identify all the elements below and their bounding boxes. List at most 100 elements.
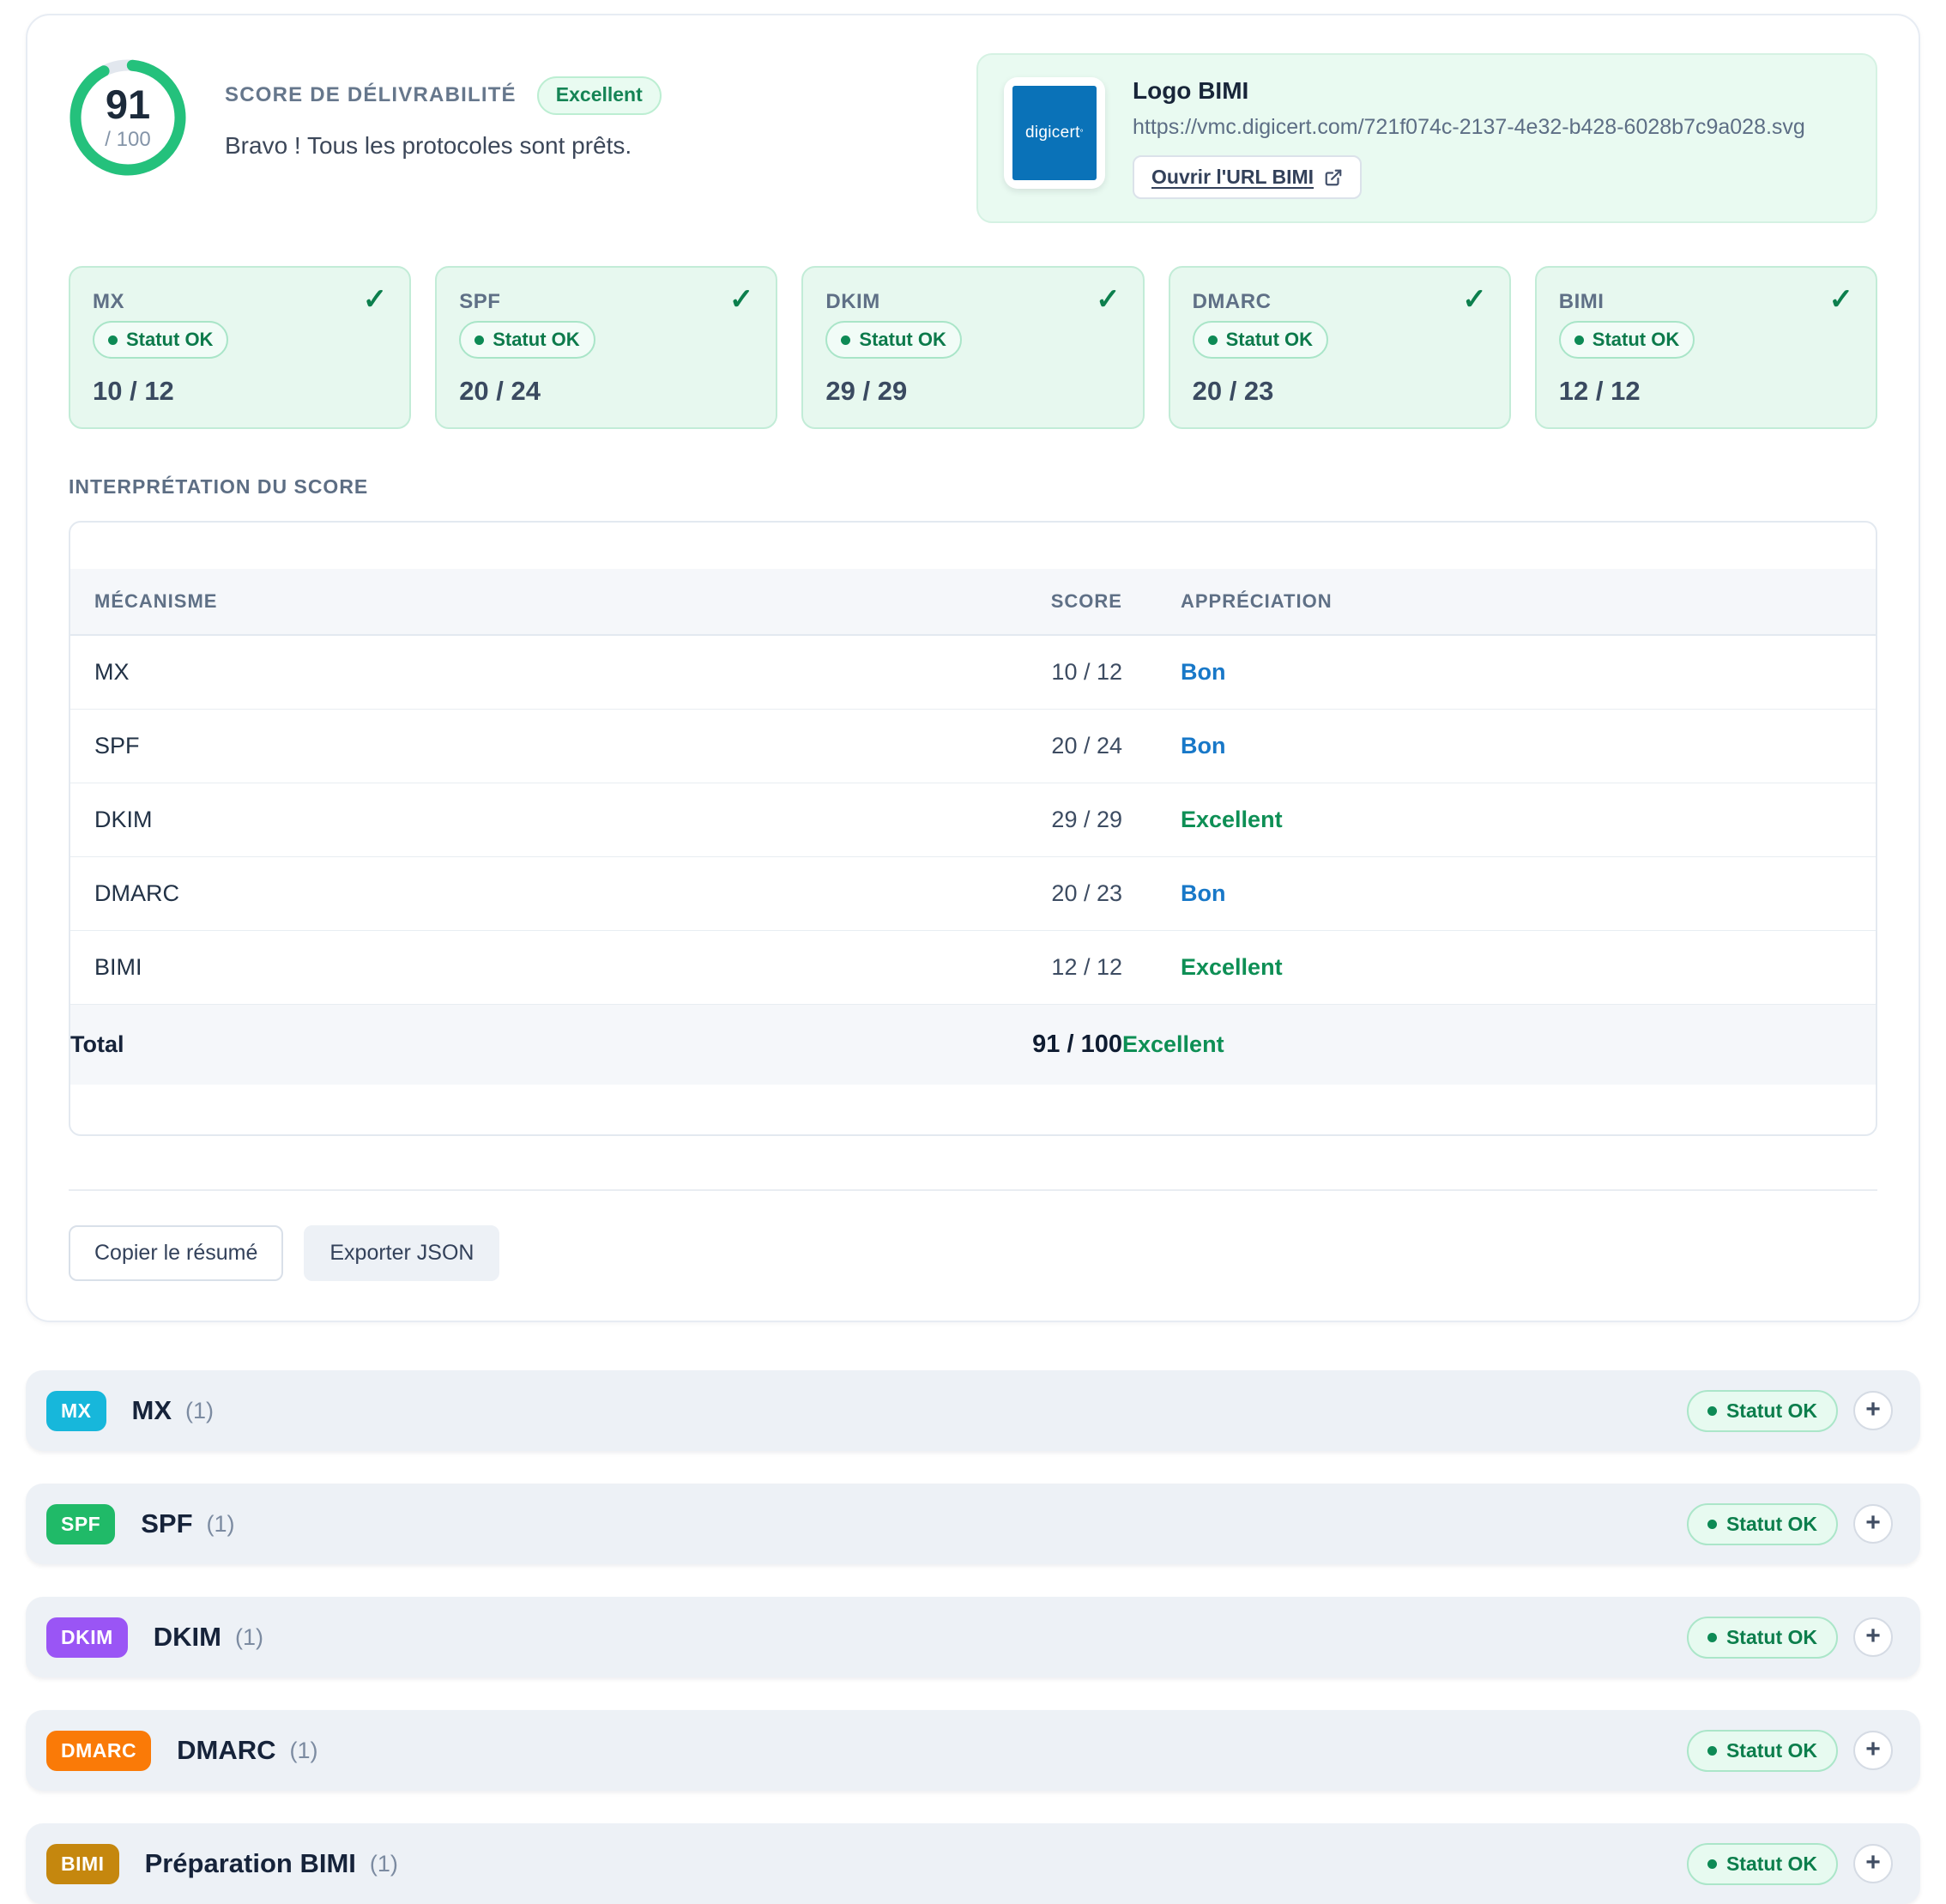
accordion-dkim[interactable]: DKIM DKIM (1) Statut OK + bbox=[26, 1597, 1920, 1677]
score-ring-chart bbox=[70, 59, 186, 176]
accordion-spf[interactable]: SPF SPF (1) Statut OK + bbox=[26, 1484, 1920, 1564]
plus-icon: + bbox=[1865, 1508, 1881, 1537]
status-card-mx: MX ✓ Statut OK 10 / 12 bbox=[69, 266, 412, 429]
accordion-count: (1) bbox=[206, 1510, 235, 1537]
open-bimi-url-button[interactable]: Ouvrir l'URL BIMI bbox=[1133, 155, 1363, 199]
status-ok-label: Statut OK bbox=[1592, 329, 1680, 350]
summary-top-row: 91 / 100 SCORE DE DÉLIVRABILITÉ Excellen… bbox=[69, 53, 1877, 223]
mechanism-cell: BIMI bbox=[70, 930, 865, 1005]
bimi-info: Logo BIMI https://vmc.digicert.com/721f0… bbox=[1133, 77, 1805, 199]
export-json-button[interactable]: Exporter JSON bbox=[304, 1225, 500, 1281]
expand-button[interactable]: + bbox=[1853, 1731, 1893, 1770]
table-row: DMARC 20 / 23 Bon bbox=[70, 856, 1876, 931]
expand-button[interactable]: + bbox=[1853, 1391, 1893, 1430]
status-ok-pill: Statut OK bbox=[1686, 1616, 1838, 1659]
status-ok-label: Statut OK bbox=[126, 329, 214, 350]
score-max: / 100 bbox=[105, 127, 151, 151]
check-icon: ✓ bbox=[362, 283, 388, 316]
bimi-logo-card: digicert ° Logo BIMI https://vmc.digicert… bbox=[976, 53, 1877, 223]
bimi-logo-frame: digicert ° bbox=[1004, 77, 1105, 189]
appreciation-cell: Bon bbox=[1122, 635, 1876, 710]
digicert-logo-text: digicert bbox=[1025, 124, 1080, 142]
status-ok-pill: Statut OK bbox=[1558, 321, 1695, 359]
open-bimi-url-label: Ouvrir l'URL BIMI bbox=[1151, 166, 1314, 188]
total-label: Total bbox=[70, 1004, 865, 1085]
external-link-icon bbox=[1325, 169, 1342, 185]
table-row: DKIM 29 / 29 Excellent bbox=[70, 783, 1876, 857]
accordion-count: (1) bbox=[369, 1850, 398, 1877]
status-card-title: MX bbox=[93, 290, 124, 313]
copy-summary-button[interactable]: Copier le résumé bbox=[69, 1225, 284, 1281]
score-cell: 10 / 12 bbox=[865, 635, 1122, 710]
interpretation-heading: INTERPRÉTATION DU SCORE bbox=[69, 475, 369, 498]
column-header-score: SCORE bbox=[865, 569, 1122, 636]
score-gauge: 91 / 100 bbox=[69, 58, 187, 177]
status-dot-icon bbox=[1707, 1632, 1717, 1642]
score-cell: 20 / 24 bbox=[865, 709, 1122, 783]
table-row: SPF 20 / 24 Bon bbox=[70, 709, 1876, 783]
status-card-score: 10 / 12 bbox=[93, 376, 174, 406]
status-card-bimi: BIMI ✓ Statut OK 12 / 12 bbox=[1534, 266, 1877, 429]
accordion-title: SPF bbox=[141, 1508, 193, 1538]
accordion-title: MX bbox=[131, 1395, 172, 1425]
appreciation-cell: Bon bbox=[1122, 709, 1876, 783]
column-header-appreciation: APPRÉCIATION bbox=[1122, 569, 1876, 636]
appreciation-cell: Excellent bbox=[1122, 930, 1876, 1005]
mechanism-cell: MX bbox=[70, 635, 865, 710]
status-card-title: SPF bbox=[459, 290, 501, 313]
status-card-score: 20 / 23 bbox=[1192, 376, 1274, 406]
status-ok-label: Statut OK bbox=[1725, 1625, 1817, 1648]
mechanism-cell: DKIM bbox=[70, 783, 865, 857]
accordion-count: (1) bbox=[235, 1623, 263, 1650]
status-card-title: DKIM bbox=[825, 290, 880, 313]
protocol-badge-bimi: BIMI bbox=[46, 1843, 119, 1884]
status-ok-label: Statut OK bbox=[1725, 1399, 1817, 1422]
protocol-badge-dmarc: DMARC bbox=[46, 1730, 152, 1771]
status-dot-icon bbox=[1574, 335, 1584, 345]
appreciation-cell: Bon bbox=[1122, 856, 1876, 931]
accordion-bimi[interactable]: BIMI Préparation BIMI (1) Statut OK + bbox=[26, 1823, 1920, 1904]
column-header-mechanism: MÉCANISME bbox=[70, 569, 865, 636]
bimi-card-title: Logo BIMI bbox=[1133, 77, 1249, 104]
protocol-badge-mx: MX bbox=[46, 1390, 106, 1431]
status-dot-icon bbox=[1207, 335, 1218, 345]
table-row: MX 10 / 12 Bon bbox=[70, 635, 1876, 710]
status-dot-icon bbox=[1707, 1745, 1717, 1756]
interpretation-table: MÉCANISME SCORE APPRÉCIATION MX 10 / 12 … bbox=[70, 569, 1876, 1085]
plus-icon: + bbox=[1865, 1621, 1881, 1650]
status-ok-label: Statut OK bbox=[1225, 329, 1314, 350]
check-icon: ✓ bbox=[1462, 283, 1487, 316]
status-card-title: DMARC bbox=[1192, 290, 1272, 313]
expand-button[interactable]: + bbox=[1853, 1844, 1893, 1883]
status-ok-label: Statut OK bbox=[1725, 1738, 1817, 1762]
expand-button[interactable]: + bbox=[1853, 1504, 1893, 1544]
status-dot-icon bbox=[841, 335, 851, 345]
status-ok-pill: Statut OK bbox=[1686, 1389, 1838, 1432]
status-dot-icon bbox=[1707, 1519, 1717, 1529]
score-title: SCORE DE DÉLIVRABILITÉ bbox=[225, 83, 517, 106]
score-text-block: SCORE DE DÉLIVRABILITÉ Excellent Bravo !… bbox=[225, 76, 662, 160]
accordion-title: DMARC bbox=[177, 1735, 276, 1765]
status-ok-pill: Statut OK bbox=[825, 321, 962, 359]
status-ok-pill: Statut OK bbox=[1686, 1729, 1838, 1772]
status-ok-label: Statut OK bbox=[859, 329, 946, 350]
plus-icon: + bbox=[1865, 1394, 1881, 1423]
status-ok-pill: Statut OK bbox=[1686, 1502, 1838, 1545]
accordion-dmarc[interactable]: DMARC DMARC (1) Statut OK + bbox=[26, 1710, 1920, 1791]
score-cell: 20 / 23 bbox=[865, 856, 1122, 931]
bimi-url: https://vmc.digicert.com/721f074c-2137-4… bbox=[1133, 115, 1805, 139]
accordion-mx[interactable]: MX MX (1) Statut OK + bbox=[26, 1370, 1920, 1451]
status-card-dmarc: DMARC ✓ Statut OK 20 / 23 bbox=[1168, 266, 1511, 429]
accordion-count: (1) bbox=[185, 1397, 214, 1423]
score-cell: 29 / 29 bbox=[865, 783, 1122, 857]
expand-button[interactable]: + bbox=[1853, 1617, 1893, 1657]
status-card-score: 20 / 24 bbox=[459, 376, 541, 406]
status-ok-pill: Statut OK bbox=[459, 321, 595, 359]
score-block: 91 / 100 SCORE DE DÉLIVRABILITÉ Excellen… bbox=[69, 53, 662, 177]
status-dot-icon bbox=[1707, 1859, 1717, 1869]
check-icon: ✓ bbox=[1828, 283, 1854, 316]
status-dot-icon bbox=[1707, 1405, 1717, 1416]
total-score: 91 / 100 bbox=[865, 1004, 1122, 1085]
actions-row: Copier le résumé Exporter JSON bbox=[69, 1225, 1877, 1281]
mechanism-cell: DMARC bbox=[70, 856, 865, 931]
